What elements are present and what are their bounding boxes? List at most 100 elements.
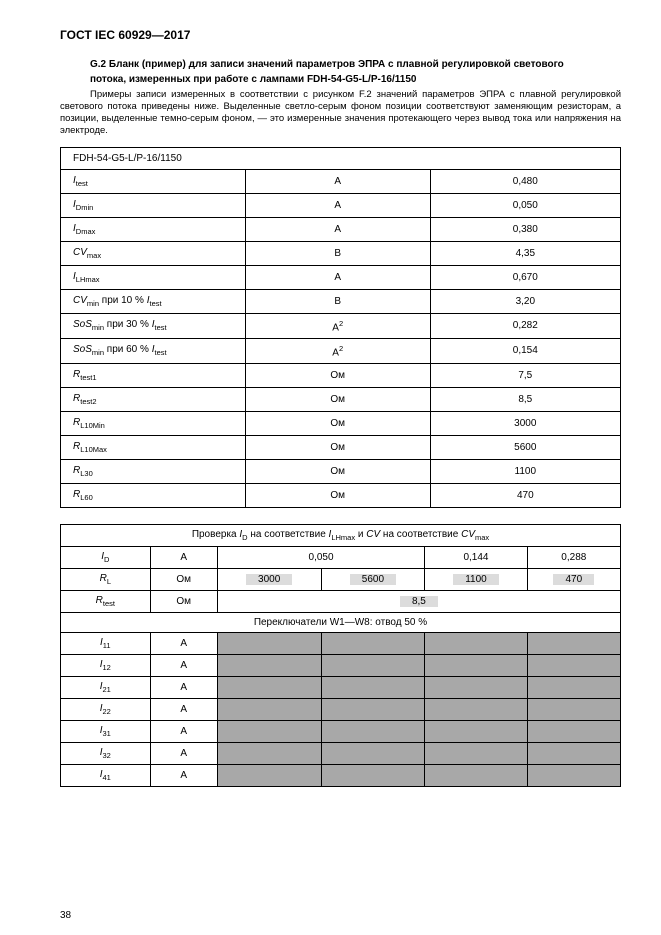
meas-cell <box>425 765 527 787</box>
row-unit: А <box>150 721 217 743</box>
meas-cell <box>425 633 527 655</box>
row-unit: А <box>150 655 217 677</box>
params-row: Rtest2Ом8,5 <box>61 388 621 412</box>
row-label: I22 <box>61 699 151 721</box>
params-row: Rtest1Ом7,5 <box>61 364 621 388</box>
param-value: 0,282 <box>430 313 620 338</box>
check-table: Проверка ID на соответствие ILHmax и CV … <box>60 524 621 787</box>
param-unit: А <box>245 217 430 241</box>
meas-cell <box>527 633 620 655</box>
param-value: 7,5 <box>430 364 620 388</box>
param-unit: А <box>245 265 430 289</box>
param-name: IDmax <box>61 217 246 241</box>
param-name: RL10Min <box>61 412 246 436</box>
doc-header: ГОСТ IEC 60929—2017 <box>60 28 621 42</box>
param-value: 1100 <box>430 460 620 484</box>
meas-cell <box>217 655 321 677</box>
param-name: CVmin при 10 % Itest <box>61 289 246 313</box>
meas-cell <box>527 765 620 787</box>
page-number: 38 <box>60 910 71 921</box>
meas-cell <box>321 765 425 787</box>
meas-cell <box>527 699 620 721</box>
meas-cell <box>217 633 321 655</box>
row-unit: А <box>150 743 217 765</box>
meas-cell <box>321 677 425 699</box>
id-val-c: 0,288 <box>527 547 620 569</box>
intro-paragraph: Примеры записи измеренных в соответствии… <box>60 89 621 137</box>
params-row: CVmin при 10 % ItestВ3,20 <box>61 289 621 313</box>
meas-cell <box>321 699 425 721</box>
params-row: ILHmaxА0,670 <box>61 265 621 289</box>
meas-cell <box>217 677 321 699</box>
id-val-a: 0,050 <box>217 547 425 569</box>
row-label: I32 <box>61 743 151 765</box>
row-unit: А <box>150 677 217 699</box>
row-unit: А <box>150 633 217 655</box>
param-name: ILHmax <box>61 265 246 289</box>
row-unit: Ом <box>150 591 217 613</box>
meas-cell <box>321 655 425 677</box>
row-unit: Ом <box>150 569 217 591</box>
row-label: I31 <box>61 721 151 743</box>
row-unit: А <box>150 699 217 721</box>
rtest-merged: 8,5 <box>217 591 620 613</box>
param-unit: В <box>245 289 430 313</box>
param-name: RL60 <box>61 484 246 508</box>
check-row-rl: RLОм300056001100470 <box>61 569 621 591</box>
meas-cell <box>425 699 527 721</box>
param-unit: В <box>245 241 430 265</box>
param-name: Rtest1 <box>61 364 246 388</box>
param-unit: А2 <box>245 338 430 363</box>
meas-cell <box>425 721 527 743</box>
switch-row: Переключатели W1—W8: отвод 50 % <box>61 613 621 633</box>
rl-val: 3000 <box>217 569 321 591</box>
param-value: 8,5 <box>430 388 620 412</box>
meas-cell <box>425 677 527 699</box>
params-row: RL30Ом1100 <box>61 460 621 484</box>
row-label: ID <box>61 547 151 569</box>
params-row: SoSmin при 30 % ItestА20,282 <box>61 313 621 338</box>
row-unit: А <box>150 547 217 569</box>
param-value: 0,480 <box>430 169 620 193</box>
param-value: 0,670 <box>430 265 620 289</box>
params-row: CVmaxВ4,35 <box>61 241 621 265</box>
rl-val: 470 <box>527 569 620 591</box>
param-value: 3000 <box>430 412 620 436</box>
meas-cell <box>425 655 527 677</box>
param-name: RL30 <box>61 460 246 484</box>
meas-cell <box>527 655 620 677</box>
param-name: SoSmin при 60 % Itest <box>61 338 246 363</box>
check-row-id: IDА0,0500,1440,288 <box>61 547 621 569</box>
params-row: RL10MaxОм5600 <box>61 436 621 460</box>
param-unit: А <box>245 193 430 217</box>
params-row: SoSmin при 60 % ItestА20,154 <box>61 338 621 363</box>
params-table-title: FDH-54-G5-L/P-16/1150 <box>61 147 621 169</box>
meas-row: I41А <box>61 765 621 787</box>
param-unit: Ом <box>245 388 430 412</box>
param-value: 5600 <box>430 436 620 460</box>
meas-cell <box>217 721 321 743</box>
row-label: RL <box>61 569 151 591</box>
meas-cell <box>425 743 527 765</box>
meas-cell <box>217 699 321 721</box>
param-name: IDmin <box>61 193 246 217</box>
param-value: 470 <box>430 484 620 508</box>
meas-cell <box>217 765 321 787</box>
params-row: IDmaxА0,380 <box>61 217 621 241</box>
meas-cell <box>527 677 620 699</box>
params-row: ItestА0,480 <box>61 169 621 193</box>
param-value: 4,35 <box>430 241 620 265</box>
table-spacer <box>60 508 621 524</box>
row-label: Rtest <box>61 591 151 613</box>
row-label: I11 <box>61 633 151 655</box>
meas-cell <box>527 721 620 743</box>
param-name: Rtest2 <box>61 388 246 412</box>
section-title: G.2 Бланк (пример) для записи значений п… <box>90 58 621 71</box>
meas-cell <box>217 743 321 765</box>
page: ГОСТ IEC 60929—2017 G.2 Бланк (пример) д… <box>0 0 661 935</box>
param-unit: А <box>245 169 430 193</box>
params-row: IDminА0,050 <box>61 193 621 217</box>
meas-row: I32А <box>61 743 621 765</box>
meas-cell <box>527 743 620 765</box>
param-unit: Ом <box>245 460 430 484</box>
